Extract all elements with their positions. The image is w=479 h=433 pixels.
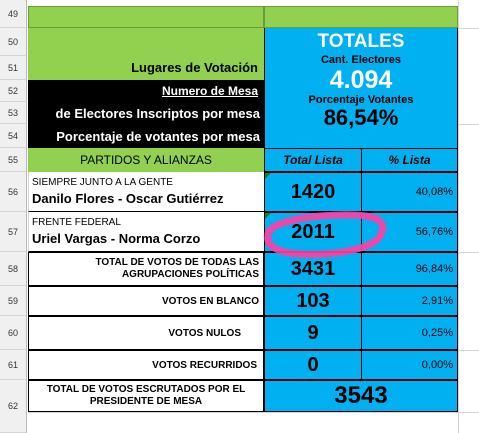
party-pct: 56,76% [415, 226, 453, 238]
porcentaje-votantes-value: 86,54% [323, 105, 399, 130]
pct-lista-label: % Lista [388, 153, 431, 167]
summary-row-votos-blanco[interactable]: VOTOS EN BLANCO [28, 286, 264, 316]
summary-pct: 96,84% [415, 263, 453, 275]
party-pct: 40,08% [415, 186, 453, 198]
escrutados-label-line1: TOTAL DE VOTOS ESCRUTADOS POR EL [46, 384, 246, 395]
summary-total-cell[interactable]: 0 [264, 350, 362, 380]
party-name: FRENTE FEDERAL [32, 217, 121, 228]
summary-pct: 2,91% [421, 295, 453, 307]
header-band-right[interactable] [264, 6, 458, 28]
summary-total: 3431 [290, 257, 336, 280]
gridline [458, 350, 479, 351]
numero-mesa-label: Numero de Mesa [161, 84, 258, 98]
party-1-pct-cell[interactable]: 40,08% [361, 172, 458, 212]
row-header[interactable]: 60 [0, 316, 27, 350]
party-1-total-cell[interactable]: 1420 [264, 172, 362, 212]
row-header[interactable]: 61 [0, 350, 27, 380]
totales-title: TOTALES [317, 31, 405, 52]
header-band-left[interactable] [28, 6, 264, 28]
cant-electores-label: Cant. Electores [320, 54, 402, 66]
porcentaje-row[interactable]: Porcentaje de votantes por mesa [28, 124, 264, 148]
lugares-label: Lugares de Votación [131, 60, 258, 75]
summary-label: VOTOS EN BLANCO [161, 295, 259, 307]
numero-mesa-row[interactable]: Numero de Mesa [28, 80, 264, 102]
porcentaje-votantes-label: Porcentaje Votantes [308, 94, 414, 106]
summary-total: 0 [307, 353, 319, 376]
gridline [458, 0, 459, 433]
total-lista-header[interactable]: Total Lista [264, 148, 362, 172]
party-row-1[interactable]: SIEMPRE JUNTO A LA GENTE Danilo Flores -… [28, 172, 264, 212]
party-name: SIEMPRE JUNTO A LA GENTE [32, 177, 173, 188]
cant-electores-value: 4.094 [329, 66, 393, 94]
row-header[interactable]: 59 [0, 286, 27, 316]
summary-label: TOTAL DE VOTOS DE TODAS LAS AGRUPACIONES… [95, 257, 259, 280]
gridline [28, 412, 479, 413]
row-header[interactable]: 52 [0, 80, 27, 102]
partidos-header[interactable]: PARTIDOS Y ALIANZAS [28, 148, 264, 172]
summary-total: 103 [296, 289, 330, 312]
party-total: 1420 [290, 180, 336, 203]
comment-marker-icon [265, 173, 271, 179]
party-candidates: Danilo Flores - Oscar Gutiérrez [32, 191, 224, 206]
summary-label: VOTOS NULOS [168, 327, 241, 339]
electores-row[interactable]: de Electores Inscriptos por mesa [28, 102, 264, 124]
row-header[interactable]: 58 [0, 252, 27, 286]
row-header[interactable]: 49 [0, 0, 27, 28]
summary-pct-cell[interactable]: 0,00% [361, 350, 458, 380]
electores-label: de Electores Inscriptos por mesa [55, 105, 260, 121]
party-row-2[interactable]: FRENTE FEDERAL Uriel Vargas - Norma Corz… [28, 212, 264, 252]
comment-marker-icon [265, 213, 271, 219]
summary-row-votos-nulos[interactable]: VOTOS NULOS [28, 316, 264, 350]
row-header[interactable]: 50 [0, 28, 27, 56]
partidos-header-label: PARTIDOS Y ALIANZAS [80, 153, 212, 167]
summary-pct: 0,00% [421, 359, 453, 371]
escrutados-row[interactable]: TOTAL DE VOTOS ESCRUTADOS POR EL PRESIDE… [28, 380, 264, 412]
escrutados-total: 3543 [334, 382, 388, 409]
porcentaje-label: Porcentaje de votantes por mesa [56, 128, 260, 144]
totales-block[interactable]: TOTALES Cant. Electores 4.094 Porcentaje… [264, 28, 458, 148]
summary-total-cell[interactable]: 103 [264, 286, 362, 316]
summary-row-total-agrupaciones[interactable]: TOTAL DE VOTOS DE TODAS LAS AGRUPACIONES… [28, 252, 264, 286]
gridline [458, 252, 479, 253]
party-total: 2011 [291, 220, 335, 243]
lugares-block[interactable]: Lugares de Votación [28, 28, 264, 80]
party-2-total-cell[interactable]: 2011 [264, 212, 362, 252]
summary-pct-cell[interactable]: 96,84% [361, 252, 458, 286]
row-header[interactable]: 51 [0, 56, 27, 80]
gridline [458, 28, 479, 29]
row-header[interactable]: 57 [0, 212, 27, 252]
party-candidates: Uriel Vargas - Norma Corzo [32, 231, 201, 246]
row-header[interactable]: 54 [0, 124, 27, 148]
summary-label: VOTOS RECURRIDOS [152, 359, 257, 371]
row-header[interactable]: 56 [0, 172, 27, 212]
summary-pct: 0,25% [421, 327, 453, 339]
total-lista-label: Total Lista [283, 153, 343, 167]
escrutados-total-cell[interactable]: 3543 [264, 380, 458, 412]
summary-total: 9 [307, 321, 319, 344]
party-2-pct-cell[interactable]: 56,76% [361, 212, 458, 252]
summary-pct-cell[interactable]: 0,25% [361, 316, 458, 350]
row-header[interactable]: 62 [0, 380, 27, 433]
summary-pct-cell[interactable]: 2,91% [361, 286, 458, 316]
summary-total-cell[interactable]: 3431 [264, 252, 362, 286]
summary-total-cell[interactable]: 9 [264, 316, 362, 350]
row-header[interactable]: 55 [0, 148, 27, 172]
pct-lista-header[interactable]: % Lista [361, 148, 458, 172]
summary-row-votos-recurridos[interactable]: VOTOS RECURRIDOS [28, 350, 264, 380]
gridline [458, 124, 479, 125]
row-header[interactable]: 53 [0, 102, 27, 124]
escrutados-label-line2: PRESIDENTE DE MESA [89, 396, 203, 407]
